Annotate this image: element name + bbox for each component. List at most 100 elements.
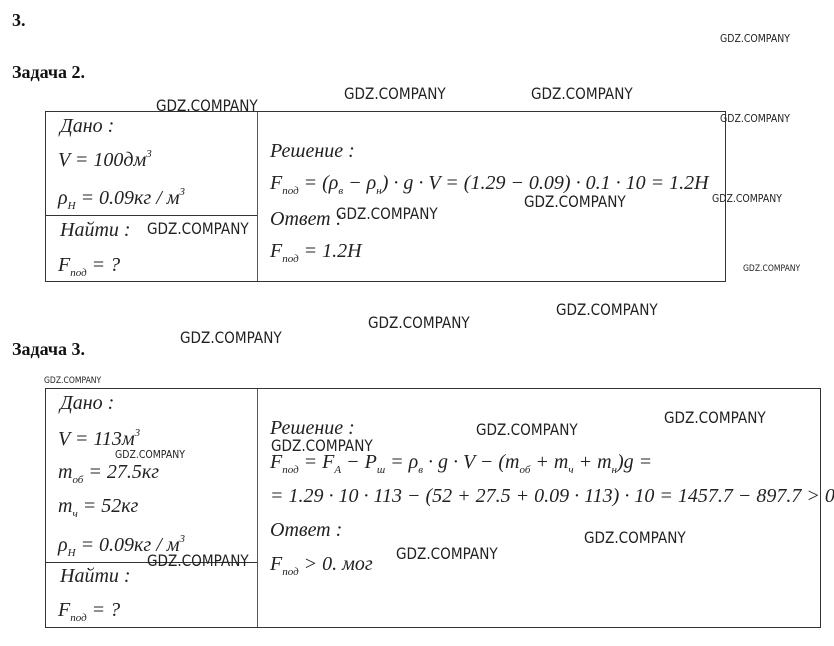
- given-density: ρН = 0.09кг / м3: [58, 533, 185, 559]
- formula-text: = 0.09кг / м: [75, 534, 180, 556]
- subscript: об: [519, 464, 531, 476]
- watermark: GDZ.COMPANY: [156, 96, 258, 115]
- formula-text: F: [270, 451, 283, 473]
- formula-text: F: [58, 254, 71, 276]
- subscript: под: [70, 267, 87, 279]
- formula-text: + m: [573, 451, 612, 473]
- formula-text: Дано :: [60, 392, 115, 414]
- formula-text: Решение :: [270, 140, 355, 162]
- formula-text: Найти :: [60, 565, 131, 587]
- formula-text: F: [58, 599, 71, 621]
- task-3-heading: Задача 3.: [12, 339, 86, 359]
- formula-text: )g =: [617, 451, 653, 473]
- formula-text: = ?: [86, 599, 121, 621]
- watermark: GDZ.COMPANY: [147, 219, 249, 238]
- subscript: под: [282, 185, 299, 197]
- superscript: 3: [146, 148, 152, 160]
- subscript: Н: [67, 200, 76, 212]
- task-2-table: Дано : V = 100дм3 ρН = 0.09кг / м3 Найти…: [45, 111, 726, 282]
- formula-text: m: [58, 461, 73, 483]
- formula-text: = 27.5кг: [83, 461, 159, 483]
- subscript: под: [70, 612, 87, 624]
- watermark: GDZ.COMPANY: [584, 528, 686, 547]
- watermark: GDZ.COMPANY: [524, 192, 626, 211]
- formula-text: Найти :: [60, 219, 131, 241]
- watermark: GDZ.COMPANY: [396, 544, 498, 563]
- superscript: 3: [134, 427, 141, 439]
- given-volume: V = 113м3: [58, 427, 140, 451]
- subscript: н: [376, 185, 382, 197]
- answer-value: Fпод > 0. мог: [270, 553, 373, 578]
- formula-text: F: [270, 553, 283, 575]
- superscript: 3: [179, 186, 186, 198]
- formula-text: m: [58, 495, 73, 517]
- formula-text: = ?: [86, 254, 121, 276]
- watermark: GDZ.COMPANY: [147, 551, 249, 570]
- formula-text: − ρ: [343, 172, 377, 194]
- divider: [46, 562, 257, 563]
- formula-text: V = 100дм: [58, 149, 147, 171]
- formula-text: = 52кг: [77, 495, 139, 517]
- watermark: GDZ.COMPANY: [531, 84, 633, 103]
- subscript: Н: [67, 547, 76, 559]
- exercise-number: 3.: [12, 10, 26, 30]
- subscript: под: [282, 566, 299, 578]
- answer-label: Ответ :: [270, 519, 342, 542]
- formula-text: F: [270, 172, 283, 194]
- formula-text: V = 113м: [58, 428, 135, 450]
- formula-text: > 0. мог: [298, 553, 373, 575]
- divider: [257, 389, 258, 627]
- find-label: Найти :: [60, 565, 131, 588]
- given-label: Дано :: [60, 392, 114, 415]
- formula-text: Ответ :: [270, 208, 343, 230]
- watermark: GDZ.COMPANY: [720, 32, 790, 45]
- find-value: Fпод = ?: [58, 599, 120, 624]
- formula-text: Решение :: [270, 417, 355, 439]
- watermark: GDZ.COMPANY: [368, 313, 470, 332]
- superscript: 3: [179, 533, 186, 545]
- subscript: А: [334, 464, 342, 476]
- subscript: в: [338, 185, 344, 197]
- find-value: Fпод = ?: [58, 254, 120, 279]
- watermark: GDZ.COMPANY: [664, 408, 766, 427]
- watermark: GDZ.COMPANY: [115, 448, 185, 461]
- watermark: GDZ.COMPANY: [180, 328, 282, 347]
- watermark: GDZ.COMPANY: [344, 84, 446, 103]
- subscript: ч: [72, 508, 78, 520]
- formula-text: − P: [341, 451, 377, 473]
- given-density: ρН = 0.09кг / м3: [58, 186, 185, 212]
- solution-label: Решение :: [270, 417, 355, 440]
- formula-text: = ρ: [385, 451, 419, 473]
- formula-text: F: [270, 240, 283, 262]
- formula-text: + m: [530, 451, 569, 473]
- find-label: Найти :: [60, 219, 131, 242]
- watermark: GDZ.COMPANY: [336, 204, 438, 223]
- subscript: под: [282, 253, 299, 265]
- watermark: GDZ.COMPANY: [556, 300, 658, 319]
- task-3-table: Дано : V = 113м3 mоб = 27.5кг mч = 52кг …: [45, 388, 834, 628]
- given-mass-person: mч = 52кг: [58, 495, 138, 520]
- solution-formula: Fпод = FА − Pш = ρв · g · V − (mоб + mч …: [270, 451, 652, 476]
- formula-text: Ответ :: [270, 519, 343, 541]
- formula-text: ρ: [58, 534, 68, 556]
- given-label: Дано :: [60, 115, 114, 138]
- formula-text: = 1.29 · 10 · 113 − (52 + 27.5 + 0.09 · …: [270, 485, 834, 507]
- task-2-heading: Задача 2.: [12, 62, 86, 82]
- solution-label: Решение :: [270, 140, 355, 163]
- divider: [257, 112, 258, 281]
- formula-text: ) · g · V = (1.29 − 0.09) · 0.1 · 10 = 1…: [381, 172, 709, 194]
- answer-label: Ответ :: [270, 208, 342, 231]
- formula-text: · g · V − (m: [423, 451, 520, 473]
- watermark: GDZ.COMPANY: [712, 192, 782, 205]
- formula-text: = 0.09кг / м: [75, 187, 180, 209]
- subscript: н: [611, 464, 617, 476]
- solution-calculation: = 1.29 · 10 · 113 − (52 + 27.5 + 0.09 · …: [270, 485, 834, 508]
- subscript: ш: [376, 464, 386, 476]
- watermark: GDZ.COMPANY: [44, 376, 102, 386]
- subscript: ч: [568, 464, 574, 476]
- formula-text: = F: [298, 451, 335, 473]
- watermark: GDZ.COMPANY: [720, 112, 790, 125]
- watermark: GDZ.COMPANY: [271, 436, 373, 455]
- formula-text: = (ρ: [298, 172, 339, 194]
- solution-formula: Fпод = (ρв − ρн) · g · V = (1.29 − 0.09)…: [270, 172, 709, 197]
